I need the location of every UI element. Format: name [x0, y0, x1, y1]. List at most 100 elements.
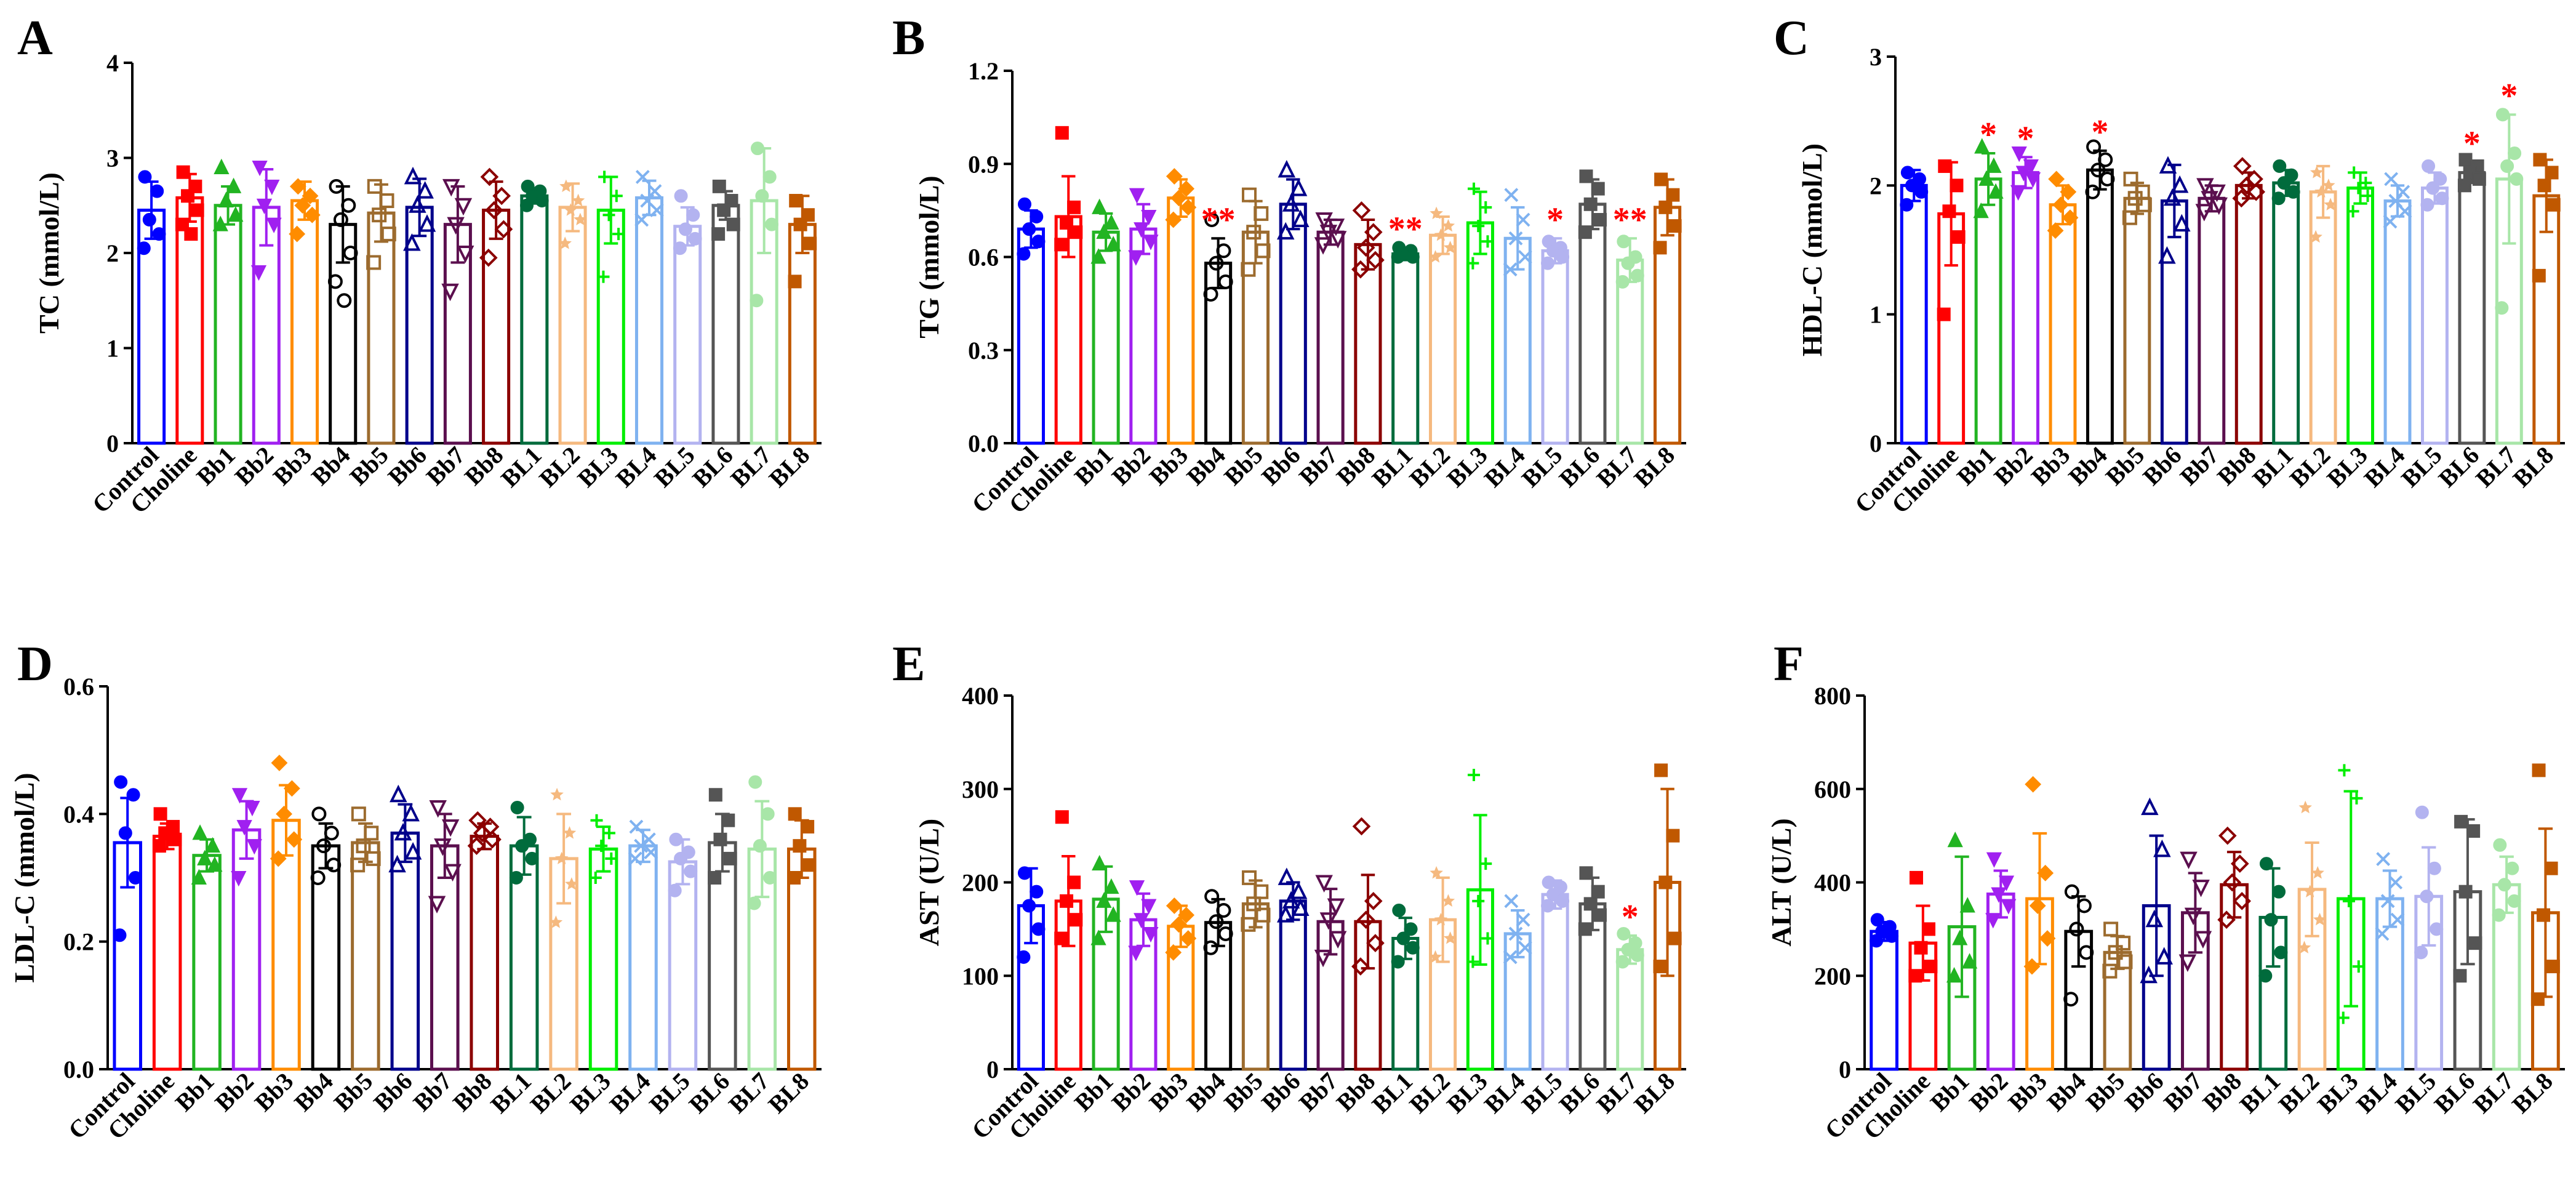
data-point	[2178, 954, 2197, 972]
data-point	[1031, 235, 1046, 249]
bar-group-bb7: Bb7	[1294, 875, 1347, 1117]
data-point	[1314, 949, 1332, 968]
data-point	[311, 806, 327, 822]
data-point	[2052, 196, 2070, 214]
y-tick-label: 600	[1814, 776, 1851, 803]
data-point	[351, 806, 366, 822]
x-tick-label: Bb3	[268, 441, 318, 491]
data-point	[673, 241, 687, 255]
data-point	[1017, 950, 1031, 964]
data-point	[1017, 197, 1031, 211]
data-point	[118, 826, 132, 840]
bar	[711, 204, 740, 445]
y-tick-label: 0.2	[63, 928, 94, 956]
x-tick-label: Bb1	[170, 1067, 220, 1117]
y-tick-label: 0.0	[968, 430, 999, 457]
data-point	[1292, 209, 1310, 227]
data-point	[2414, 945, 2428, 960]
data-point	[565, 877, 578, 890]
data-point	[1396, 931, 1410, 945]
data-point	[2532, 763, 2546, 777]
significance-marker: *	[2463, 125, 2481, 163]
data-point	[750, 142, 764, 156]
data-point	[1254, 884, 1269, 899]
data-point	[2037, 864, 2054, 881]
data-point	[1129, 188, 1145, 204]
data-point	[1203, 287, 1218, 302]
data-point	[367, 179, 382, 194]
data-point	[456, 246, 474, 263]
bar-group-bb4: **Bb4	[1181, 201, 1235, 491]
data-point	[1617, 926, 1631, 941]
data-point	[333, 212, 348, 227]
data-point	[327, 274, 343, 289]
data-point	[2545, 166, 2559, 180]
data-point	[788, 275, 802, 289]
data-point	[468, 811, 487, 830]
data-point	[1319, 912, 1338, 930]
x-tick-label: Bb3	[249, 1067, 299, 1117]
data-point	[1218, 274, 1233, 289]
data-point	[1067, 875, 1081, 889]
data-point	[1591, 182, 1605, 196]
data-point	[1914, 941, 1928, 955]
data-point	[2184, 907, 2202, 926]
data-point	[1998, 875, 2015, 891]
data-point	[2380, 894, 2395, 909]
data-point	[404, 166, 422, 185]
data-point	[1556, 894, 1570, 908]
data-point	[250, 265, 267, 281]
data-point	[1030, 885, 1044, 899]
data-point	[1352, 817, 1371, 836]
x-tick-label: Bb5	[344, 441, 394, 491]
data-point	[1327, 898, 1345, 916]
data-point	[218, 191, 234, 208]
data-point	[2273, 159, 2287, 173]
bar	[2383, 199, 2412, 445]
data-point	[1067, 200, 1081, 214]
data-point	[1209, 914, 1224, 929]
data-point	[128, 871, 142, 885]
bar	[2086, 168, 2114, 445]
bar-group-bb2: Bb2	[1964, 852, 2017, 1117]
y-tick-label: 100	[962, 962, 999, 990]
data-point	[2309, 230, 2322, 243]
significance-marker: *	[1980, 116, 1997, 154]
data-point	[1937, 307, 1951, 321]
data-point	[1617, 235, 1631, 249]
data-point	[764, 217, 778, 231]
data-point	[225, 177, 242, 193]
data-point	[1974, 138, 1990, 154]
bar	[470, 835, 499, 1071]
data-point	[1105, 236, 1121, 252]
bar-group-bl4: BL4	[2351, 852, 2405, 1118]
data-point	[597, 270, 610, 283]
bar	[1541, 249, 1569, 445]
data-point	[483, 830, 502, 849]
data-point	[1593, 908, 1607, 922]
data-point	[2495, 108, 2510, 122]
data-point	[2375, 926, 2390, 941]
bar-group-bb4: Bb4	[2042, 884, 2094, 1117]
data-point	[2426, 181, 2440, 195]
data-point	[289, 225, 306, 243]
data-point	[324, 825, 339, 841]
data-point	[1479, 857, 1492, 870]
x-tick-label: BL4	[604, 1067, 656, 1119]
data-point	[2510, 172, 2524, 186]
data-point	[2047, 222, 2064, 239]
bar-group-bb1: Bb1	[1069, 854, 1121, 1117]
data-point	[1947, 831, 1963, 848]
data-point	[1170, 916, 1187, 933]
bar	[2049, 203, 2077, 445]
significance-marker: *	[2091, 113, 2108, 151]
data-point	[2311, 865, 2324, 879]
data-point	[1255, 243, 1271, 259]
bar	[788, 223, 817, 445]
data-point	[2298, 800, 2312, 814]
bar	[152, 835, 182, 1071]
data-point	[1666, 829, 1680, 843]
data-point	[494, 220, 513, 239]
data-point	[1654, 763, 1668, 777]
